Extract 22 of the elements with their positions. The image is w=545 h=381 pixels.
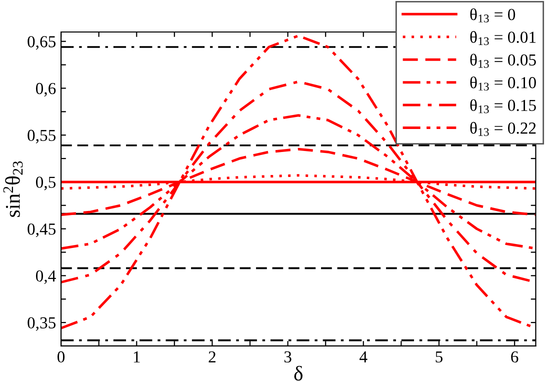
legend-label: θ$_{13}$ = 0.05 xyxy=(470,54,536,68)
x-tick-label: 2 xyxy=(208,351,216,362)
x-tick-label: 3 xyxy=(284,351,292,363)
x-tick-label: 0 xyxy=(58,351,65,363)
legend-label: θ$_{13}$ = 0.01 xyxy=(470,31,536,46)
legend-label: θ$_{13}$ = 0.22 xyxy=(470,122,536,136)
x-axis-title: δ xyxy=(294,366,303,381)
y-tick-label: 0,5 xyxy=(36,176,56,190)
legend-label: θ$_{13}$ = 0.10 xyxy=(470,76,536,91)
y-tick-label: 0,35 xyxy=(28,317,56,331)
y-tick-label: 0,45 xyxy=(28,224,56,238)
x-tick-label: 4 xyxy=(360,351,368,362)
x-tick-label: 5 xyxy=(436,351,442,363)
legend-label: θ$_{13}$ = 0.15 xyxy=(470,99,536,114)
x-tick-label: 6 xyxy=(511,351,518,363)
y-axis-title: sin$^{2}$θ$_{23}$ xyxy=(3,161,23,217)
y-tick-label: 0,6 xyxy=(36,82,56,97)
legend-label: θ$_{13}$ = 0 xyxy=(470,8,516,22)
y-tick-label: 0,65 xyxy=(28,36,56,50)
x-tick-label: 1 xyxy=(134,351,140,362)
y-tick-label: 0,4 xyxy=(36,270,56,284)
y-tick-label: 0,55 xyxy=(28,130,56,144)
